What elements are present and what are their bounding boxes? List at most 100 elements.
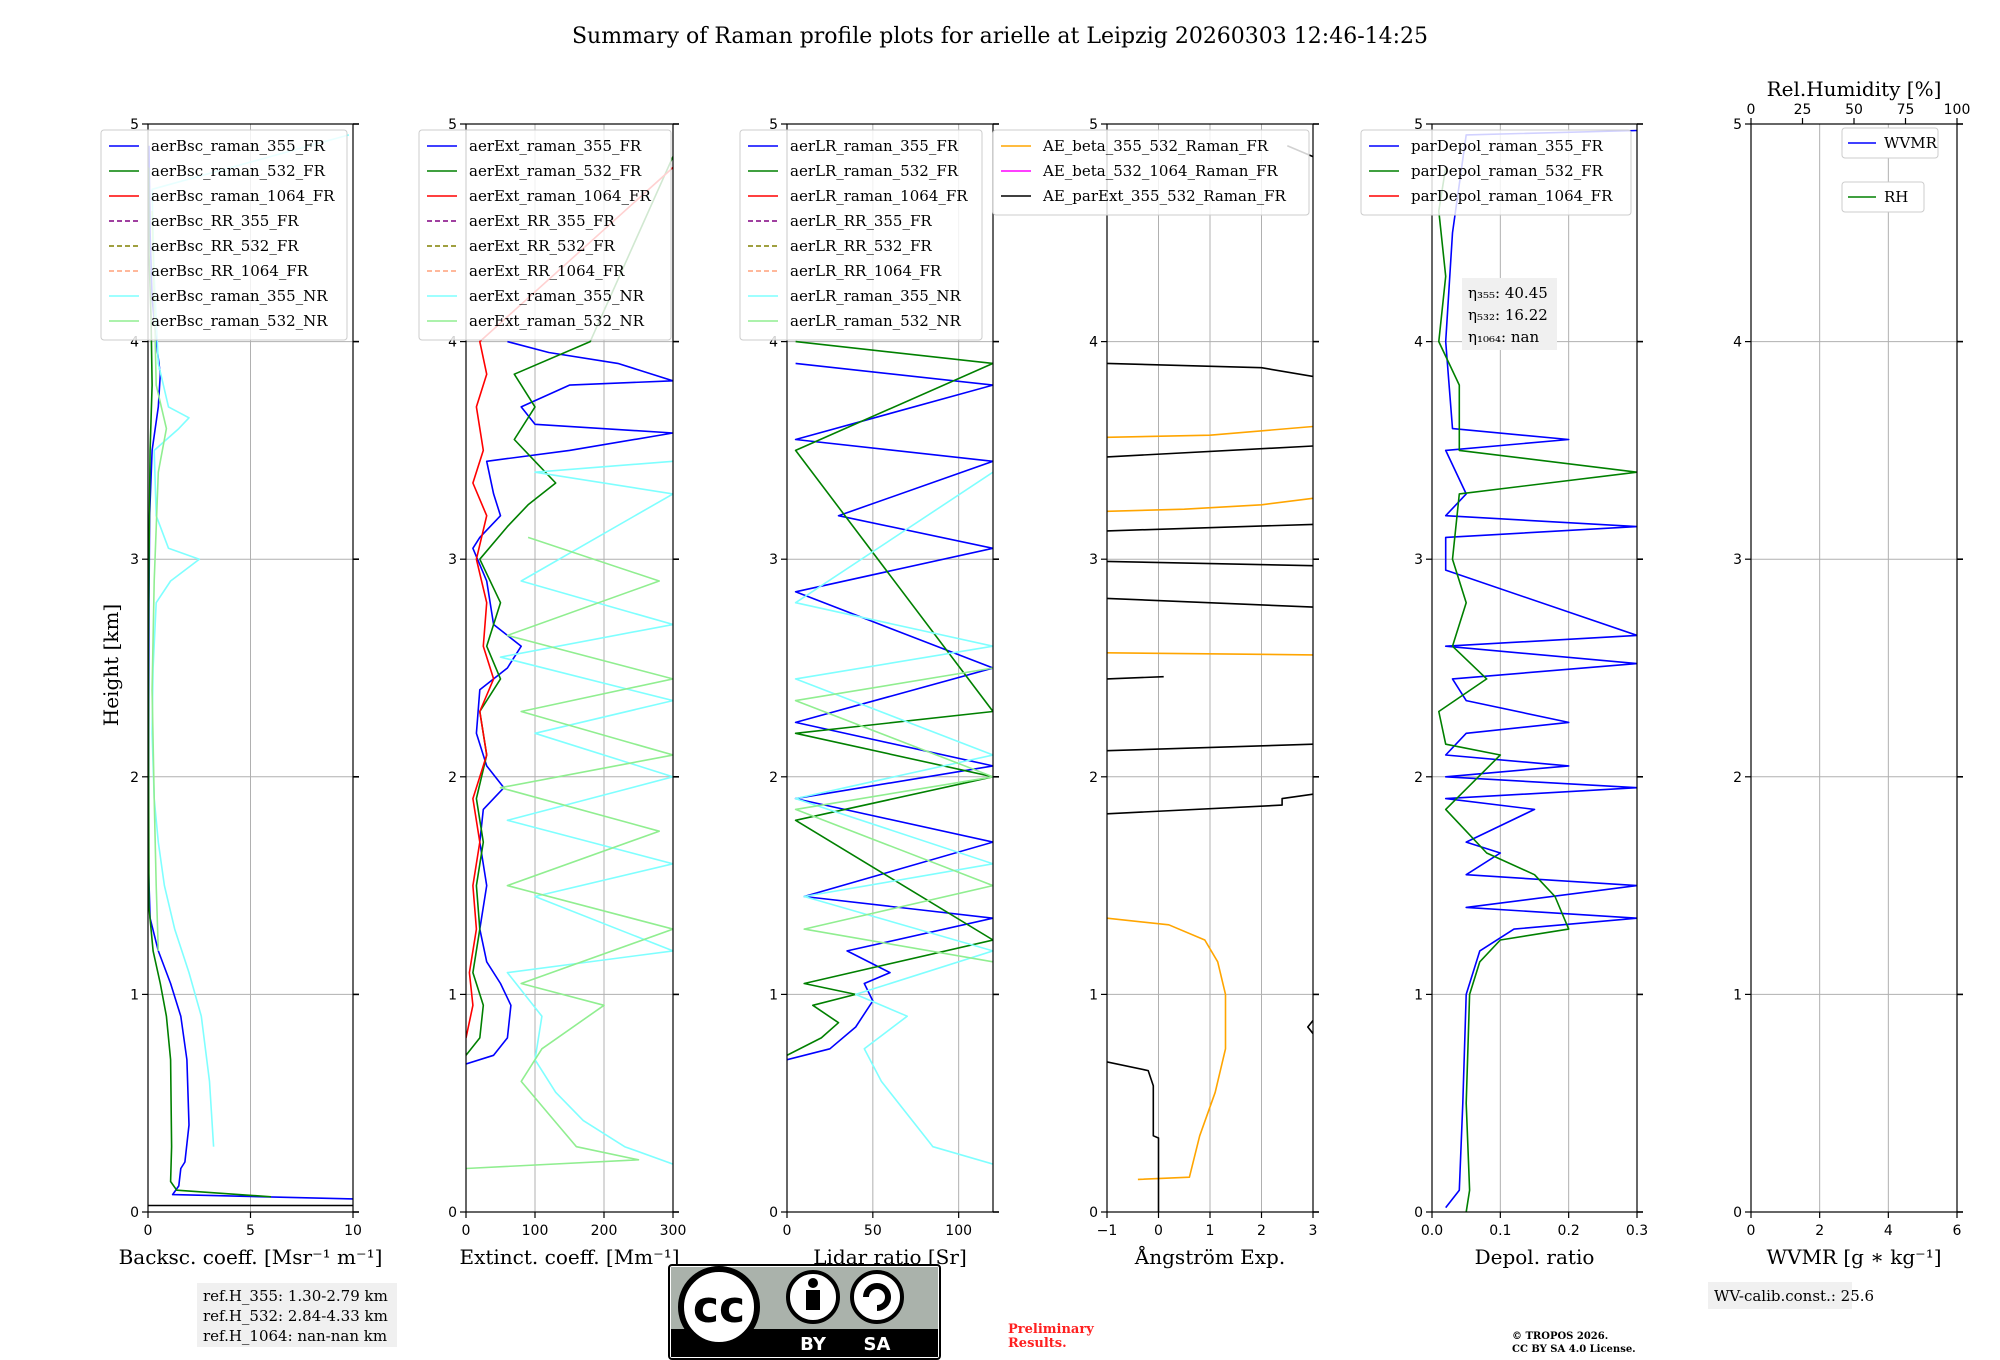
legend-bsc-label-5: aerBsc_RR_1064_FR — [151, 262, 309, 280]
legend-ext-label-7: aerExt_raman_532_NR — [469, 312, 645, 330]
legend-ae-label-1: AE_beta_532_1064_Raman_FR — [1042, 162, 1278, 180]
legend-bsc-label-6: aerBsc_raman_355_NR — [151, 287, 328, 305]
wv-calib-box: WV-calib.const.: 25.6 — [1708, 1282, 1874, 1309]
panel-bsc-xtick-label-2: 10 — [344, 1223, 362, 1239]
panel-wv-ytick-label-1: 1 — [1733, 987, 1742, 1003]
panel-depol-xtick-label-3: 0.3 — [1626, 1223, 1648, 1239]
series-ae-2-seg-2 — [1107, 743, 1313, 752]
panel-lr-xtick-label-2: 100 — [945, 1223, 972, 1239]
panel-lr-ytick-label-1: 1 — [769, 987, 778, 1003]
legend-ae-frame — [992, 129, 1310, 216]
panel-lr-ytick-label-4: 4 — [769, 335, 778, 351]
panel-ae-xtick-label-0: −1 — [1097, 1223, 1118, 1239]
refh-box-bg — [197, 1283, 397, 1347]
panel-lr-ytick-label-0: 0 — [769, 1205, 778, 1221]
panel-ae-ytick-label-1: 1 — [1089, 987, 1098, 1003]
panel-wv-top-label: Rel.Humidity [%] — [1767, 77, 1942, 101]
eta-line-1: η₅₃₂: 16.22 — [1468, 306, 1548, 324]
panel-depol-legend: parDepol_raman_355_FR parDepol_raman_532_… — [1360, 129, 1632, 216]
legend-bsc-label-4: aerBsc_RR_532_FR — [151, 237, 299, 255]
series-bsc-1 — [148, 167, 272, 1198]
legend-lr-label-1: aerLR_raman_532_FR — [790, 162, 959, 180]
legend-depol-label-0: parDepol_raman_355_FR — [1411, 137, 1604, 155]
legend-lr-label-7: aerLR_raman_532_NR — [790, 312, 961, 330]
legend-ae-label-0: AE_beta_355_532_Raman_FR — [1042, 137, 1269, 155]
series-ae-2 — [1107, 1061, 1160, 1212]
panel-bsc-ytick-label-4: 4 — [130, 335, 139, 351]
refh-1064: ref.H_1064: nan-nan km — [203, 1327, 387, 1345]
legend-lr-label-3: aerLR_RR_355_FR — [790, 212, 932, 230]
panel-wv-legend: WVMR RH — [1841, 127, 1939, 213]
panel-ae-ytick-label-2: 2 — [1089, 770, 1098, 786]
series-lr-2 — [794, 471, 993, 1165]
panel-ext-xtick-label-1: 100 — [522, 1223, 549, 1239]
legend-ext-label-0: aerExt_raman_355_FR — [469, 137, 642, 155]
wv-calib-text: WV-calib.const.: 25.6 — [1714, 1287, 1874, 1305]
legend-depol-label-1: parDepol_raman_532_FR — [1411, 162, 1604, 180]
panel-lr-xtick-label-1: 50 — [864, 1223, 882, 1239]
legend-bsc-label-2: aerBsc_raman_1064_FR — [151, 187, 335, 205]
panel-wv-top-tick-label-3: 75 — [1897, 102, 1915, 118]
legend-bsc-label-0: aerBsc_raman_355_FR — [151, 137, 326, 155]
panel-ext-series — [466, 156, 673, 1170]
panel-lr-ytick-label-5: 5 — [769, 117, 778, 133]
legend-ext-label-5: aerExt_RR_1064_FR — [469, 262, 625, 280]
panel-ext-ytick-label-1: 1 — [448, 987, 457, 1003]
legend-ext-label-2: aerExt_raman_1064_FR — [469, 187, 651, 205]
panel-wv-xtick-label-1: 2 — [1815, 1223, 1824, 1239]
legend-ae-label-2: AE_parExt_355_532_Raman_FR — [1042, 187, 1287, 205]
panel-bsc-ytick-label-3: 3 — [130, 552, 139, 568]
panel-bsc-ytick-label-2: 2 — [130, 770, 139, 786]
series-ae-2-seg-4 — [1107, 597, 1313, 608]
y-axis-label: Height [km] — [99, 604, 123, 726]
panel-lr-series — [787, 340, 993, 1165]
panel-bsc-series — [148, 134, 353, 1207]
panel-lr-ytick-label-3: 3 — [769, 552, 778, 568]
sa-circle-icon — [850, 1270, 904, 1324]
series-ext-1 — [466, 156, 673, 1056]
panel-ae-xtick-label-4: 3 — [1309, 1223, 1318, 1239]
panel-depol-ytick-label-3: 3 — [1414, 552, 1423, 568]
panel-wv-top-tick-label-0: 0 — [1747, 102, 1756, 118]
series-lr-3 — [794, 667, 993, 963]
legend-lr-label-5: aerLR_RR_1064_FR — [790, 262, 942, 280]
legend-ext-frame — [418, 129, 672, 341]
copyright-line-1: © TROPOS 2026. — [1512, 1331, 1608, 1342]
panel-ext-frame — [465, 123, 674, 1213]
cc-by-sa-badge: cc BY SA — [668, 1264, 941, 1360]
panel-wv-top-tick-label-4: 100 — [1944, 102, 1971, 118]
legend-bsc-label-3: aerBsc_RR_355_FR — [151, 212, 299, 230]
eta-line-2: η₁₀₆₄: nan — [1468, 328, 1539, 346]
panel-lr-xtick-label-0: 0 — [783, 1223, 792, 1239]
panel-wv-ytick-label-4: 4 — [1733, 335, 1742, 351]
panel-wv-ytick-label-5: 5 — [1733, 117, 1742, 133]
panel-ext-xtick-label-3: 300 — [660, 1223, 687, 1239]
legend-bsc-frame — [100, 129, 348, 341]
panel-ext-xtick-label-2: 200 — [591, 1223, 618, 1239]
panel-depol-xtick-label-2: 0.2 — [1558, 1223, 1580, 1239]
panel-bsc-xlabel: Backsc. coeff. [Msr⁻¹ m⁻¹] — [119, 1245, 383, 1269]
series-lr-0 — [787, 362, 993, 1061]
panel-wv-ytick-label-2: 2 — [1733, 770, 1742, 786]
panel-ext-ytick-label-3: 3 — [448, 552, 457, 568]
refh-532: ref.H_532: 2.84-4.33 km — [203, 1307, 388, 1325]
panel-depol-ytick-label-5: 5 — [1414, 117, 1423, 133]
panel-bsc-ytick-label-1: 1 — [130, 987, 139, 1003]
panel-ext-xlabel: Extinct. coeff. [Mm⁻¹] — [459, 1245, 679, 1269]
series-ae-0-seg-1 — [1107, 497, 1313, 513]
series-ext-4 — [466, 536, 673, 1170]
panel-bsc-legend: aerBsc_raman_355_FR aerBsc_raman_532_FRae… — [100, 129, 348, 341]
panel-ext-ytick-label-4: 4 — [448, 335, 457, 351]
legend-ext-label-4: aerExt_RR_532_FR — [469, 237, 616, 255]
cc-mark: cc — [693, 1282, 745, 1333]
panel-ae-xtick-label-1: 0 — [1154, 1223, 1163, 1239]
copyright-line-2: CC BY SA 4.0 License. — [1512, 1344, 1636, 1355]
cc-circle-icon — [678, 1266, 760, 1348]
panel-ext-ytick-label-2: 2 — [448, 770, 457, 786]
eta-box-bg — [1462, 278, 1557, 350]
panel-ext: 0 1 2 3 4 5 0 100 200 300 Extinct. coeff. [Mm⁻¹] ae… — [418, 117, 687, 1269]
legend-lr-label-6: aerLR_raman_355_NR — [790, 287, 961, 305]
sa-arrow-icon — [863, 1283, 891, 1311]
by-person-head-icon — [808, 1278, 818, 1288]
